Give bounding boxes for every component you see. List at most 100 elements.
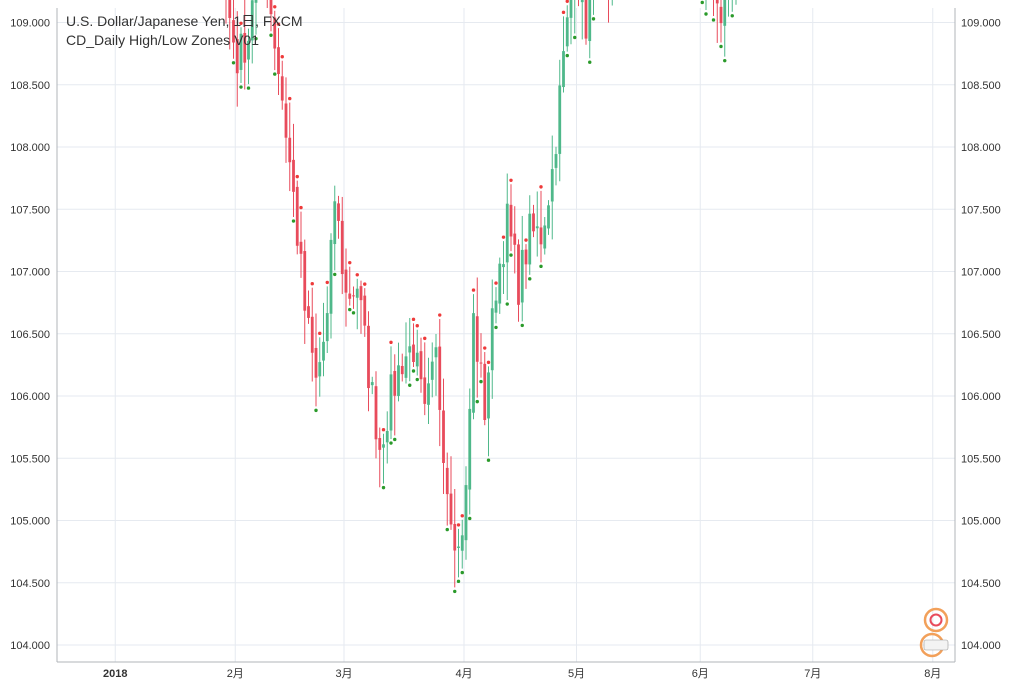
low-zone-dot [411,369,416,373]
high-zone-dot [325,280,329,285]
high-zone-dot [299,205,303,210]
candle-body [479,362,483,364]
candle-body [239,33,243,70]
y-tick-label-left: 105.500 [10,453,50,465]
low-zone-dot [460,570,464,575]
low-zone-dot [408,383,412,387]
high-zone-dot [494,281,498,285]
candle-body [562,51,565,88]
candle-body [498,263,502,304]
y-tick-label-left: 109.000 [10,18,50,30]
candle-body [243,32,247,63]
high-zone-dot [411,317,416,322]
low-zone-dot [723,58,727,63]
high-zone-dot [415,324,419,328]
candle-body [359,286,363,301]
high-zone-dot [486,360,491,365]
candle-body [228,0,232,18]
candle-body [539,227,543,245]
logo-box [923,639,949,651]
high-zone-dot [273,5,277,9]
candle-body [715,0,719,4]
y-tick-label-right: 104.000 [961,640,1001,652]
candle-body [580,0,584,3]
low-zone-dot [273,72,277,76]
high-zone-dot [524,238,528,242]
high-zone-dot [389,340,393,345]
high-zone-dot [348,260,352,265]
candle-body [517,244,520,305]
y-tick-label-right: 106.000 [961,391,1001,403]
y-tick-label-right: 104.500 [961,578,1001,590]
candle-body [438,346,442,410]
high-zone-dot [561,10,566,15]
low-zone-dot [291,219,296,223]
candle-body [284,103,288,138]
candle-body [460,535,464,551]
candle-body [468,408,472,490]
candle-body [397,365,400,396]
low-zone-dot [351,311,356,315]
candle-body [333,201,337,245]
low-zone-dot [453,589,457,594]
candle-body [509,204,513,237]
x-tick-label: 2018 [103,668,127,680]
candle-body [247,40,250,60]
y-tick-label-right: 105.000 [961,516,1001,528]
y-tick-label-left: 108.000 [10,142,50,154]
candles [225,0,737,588]
high-zone-dot [438,313,442,317]
candle-body [419,351,423,380]
high-zone-dot [295,174,299,179]
low-zone-dot [393,437,397,442]
high-zone-dot [288,96,292,101]
candle-body [558,85,562,154]
candle-body [464,485,468,541]
low-zone-dot [719,44,723,49]
candle-body [457,546,460,548]
candle-body [329,239,333,314]
low-zone-dot [445,527,449,532]
high-low-zone-markers [231,0,734,594]
candle-body [400,365,404,375]
low-zone-dot [456,579,461,584]
low-zone-dot [246,86,251,90]
candle-body [277,47,280,75]
y-tick-label-right: 108.500 [961,80,1001,92]
y-tick-label-right: 109.000 [961,18,1001,30]
low-zone-dot [573,35,577,40]
low-zone-dot [381,485,386,490]
candle-body [524,249,528,265]
candle-body [273,17,277,49]
low-zone-dot [505,302,509,306]
candle-body [535,226,539,229]
candle-body [415,352,419,367]
x-tick-label: 8月 [924,668,941,680]
high-zone-dot [565,0,569,3]
low-zone-dot [520,323,524,328]
candle-body [325,313,329,342]
high-zone-dot [310,281,314,286]
high-zone-dot [363,282,367,286]
candle-body [449,493,453,525]
candle-body [494,300,498,313]
candle-body [303,251,307,311]
candle-body [427,383,430,405]
candle-body [532,213,535,232]
high-zone-dot [509,178,513,183]
candle-body [254,0,258,3]
candle-body [547,205,550,229]
candle-body [434,347,438,358]
low-zone-dot [509,253,513,257]
high-zone-dot [423,336,427,341]
candle-body [430,361,434,380]
y-tick-label-left: 106.000 [10,391,50,403]
low-zone-dot [711,18,716,22]
candle-body [487,372,490,419]
candle-body [423,377,427,404]
x-tick-label: 4月 [455,668,472,680]
candle-body [588,0,592,42]
candle-body [502,264,505,268]
